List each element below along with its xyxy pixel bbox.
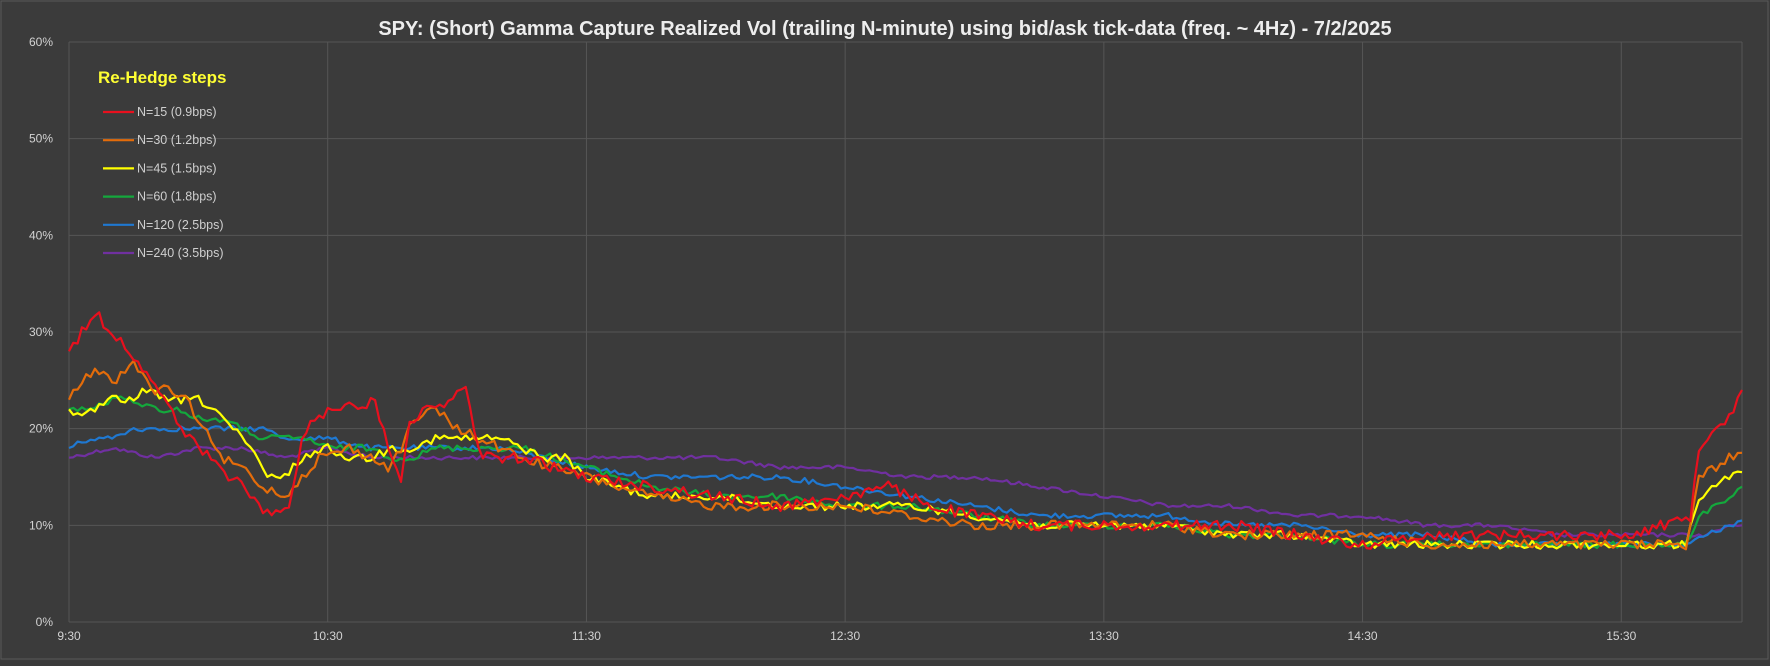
- y-tick-label: 20%: [29, 422, 53, 436]
- y-tick-label: 50%: [29, 132, 53, 146]
- legend-label: N=45 (1.5bps): [137, 161, 217, 175]
- y-tick-label: 60%: [29, 35, 53, 49]
- legend-label: N=30 (1.2bps): [137, 133, 217, 147]
- x-tick-label: 9:30: [57, 629, 81, 643]
- x-tick-label: 15:30: [1606, 629, 1636, 643]
- axes: 0% 10% 20% 30% 40% 50% 60% 9:30 10:30 11:30 12:30 1…: [29, 35, 1637, 643]
- y-tick-label: 10%: [29, 518, 53, 532]
- x-tick-label: 12:30: [830, 629, 860, 643]
- x-tick-label: 13:30: [1089, 629, 1119, 643]
- chart-title: SPY: (Short) Gamma Capture Realized Vol …: [378, 18, 1391, 40]
- legend-label: N=240 (3.5bps): [137, 246, 224, 260]
- series-lines: [67, 311, 1743, 551]
- y-tick-label: 40%: [29, 228, 53, 242]
- legend-label: N=60 (1.8bps): [137, 190, 217, 204]
- legend-title: Re-Hedge steps: [98, 68, 226, 87]
- series-line: [68, 424, 1743, 549]
- gridlines: [68, 41, 1743, 623]
- x-tick-label: 14:30: [1348, 629, 1378, 643]
- y-tick-label: 30%: [29, 325, 53, 339]
- legend-label: N=120 (2.5bps): [137, 218, 224, 232]
- y-tick-label: 0%: [36, 615, 54, 629]
- series-line: [67, 359, 1743, 551]
- legend: Re-Hedge steps N=15 (0.9bps) N=30 (1.2bps…: [98, 68, 226, 260]
- series-line: [68, 311, 1743, 550]
- x-tick-label: 11:30: [572, 629, 601, 643]
- legend-label: N=15 (0.9bps): [137, 105, 217, 119]
- x-tick-label: 10:30: [313, 629, 343, 643]
